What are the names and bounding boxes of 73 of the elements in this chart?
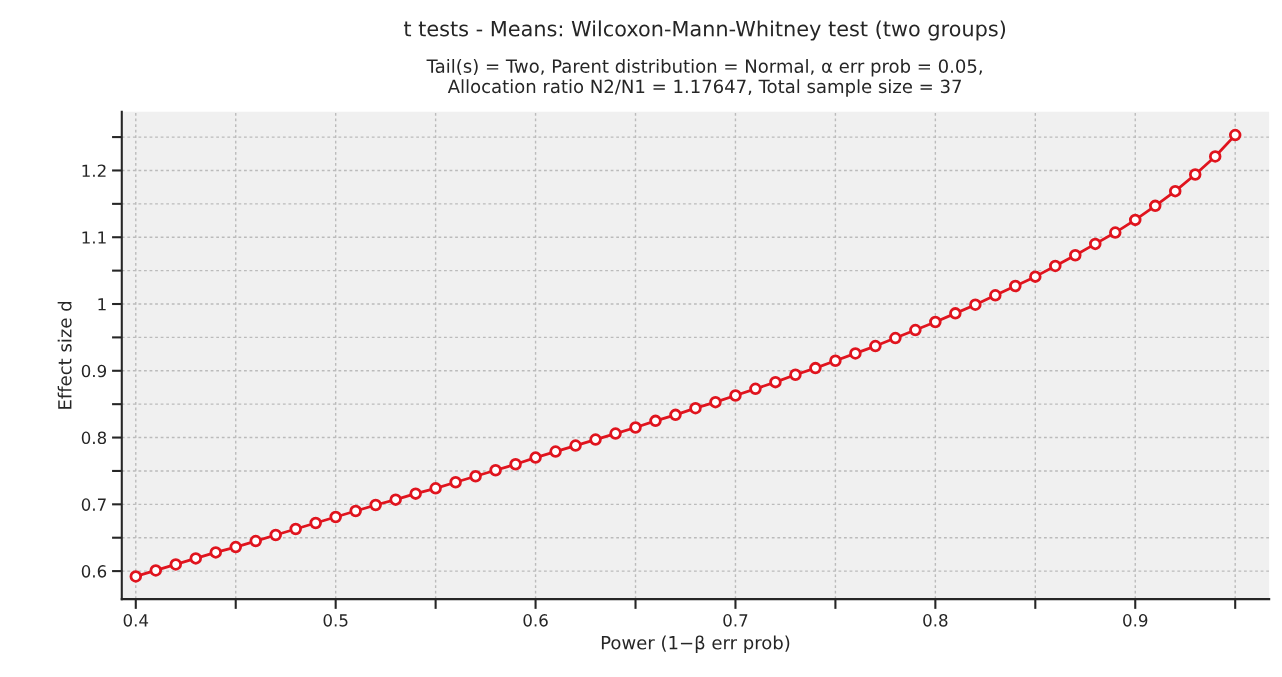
y-tick-label: 0.6 <box>81 565 107 578</box>
y-tick-label: 0.8 <box>81 431 107 445</box>
point <box>1069 249 1082 262</box>
point <box>469 470 482 483</box>
point <box>749 382 762 396</box>
point <box>249 534 262 548</box>
point <box>1049 259 1062 273</box>
chart-title: t tests - Means: Wilcoxon-Mann-Whitney test (two groups) <box>403 20 1006 41</box>
point <box>1009 279 1022 293</box>
y-axis-title: Effect size d <box>57 301 72 409</box>
point <box>729 389 742 402</box>
point <box>429 482 442 495</box>
point <box>569 439 582 452</box>
point <box>1109 226 1122 239</box>
point <box>669 408 682 422</box>
point <box>1029 270 1042 283</box>
point <box>189 552 202 565</box>
chart-subtitle: Tail(s) = Two, Parent distribution = Normal, α err prob = 0.05, Allocation ratio N2/N1 = 1.17647, Total sample size = 37 <box>426 59 982 97</box>
point <box>649 414 662 428</box>
point <box>1148 199 1162 213</box>
point <box>629 421 642 434</box>
point <box>769 375 782 389</box>
point <box>369 498 382 512</box>
x-tick-label: 0.6 <box>523 614 548 627</box>
x-tick-label: 0.5 <box>323 614 348 627</box>
point <box>849 347 862 360</box>
point <box>289 522 302 536</box>
point <box>389 493 402 506</box>
point <box>529 451 542 464</box>
y-tick-label: 0.9 <box>81 364 107 378</box>
x-tick-label: 0.9 <box>1123 614 1148 627</box>
point <box>1208 150 1222 163</box>
point <box>149 564 163 577</box>
point <box>1168 184 1182 198</box>
point <box>709 395 722 409</box>
point <box>989 289 1002 302</box>
y-tick-label: 0.7 <box>81 498 106 511</box>
point <box>169 558 183 571</box>
point <box>509 458 522 471</box>
point <box>1089 237 1102 251</box>
point <box>949 307 962 320</box>
point <box>809 361 822 375</box>
point <box>1228 128 1242 142</box>
point <box>409 487 422 500</box>
y-tick-label: 1.1 <box>82 231 106 244</box>
point <box>1129 213 1142 227</box>
point <box>969 298 982 311</box>
x-tick-label: 0.4 <box>123 614 149 627</box>
point <box>929 315 942 329</box>
x-tick-label: 0.8 <box>923 614 948 627</box>
point <box>129 570 143 583</box>
point <box>229 540 242 554</box>
point <box>549 445 562 458</box>
point <box>869 339 882 353</box>
point <box>489 464 502 477</box>
point <box>589 433 602 446</box>
point <box>829 354 842 368</box>
x-axis-title: Power (1−β err prob) <box>601 635 790 653</box>
point <box>349 504 362 518</box>
point <box>889 331 902 345</box>
point <box>689 401 702 415</box>
point <box>609 427 622 440</box>
point <box>449 476 462 489</box>
y-tick-label: 1 <box>98 298 106 311</box>
y-tick-label: 1.2 <box>82 164 106 177</box>
point <box>309 516 322 530</box>
point <box>789 368 802 382</box>
point <box>329 510 342 524</box>
point <box>909 323 922 337</box>
point <box>269 528 282 542</box>
x-tick-label: 0.7 <box>723 614 748 627</box>
point <box>1188 168 1202 181</box>
point <box>209 546 222 559</box>
